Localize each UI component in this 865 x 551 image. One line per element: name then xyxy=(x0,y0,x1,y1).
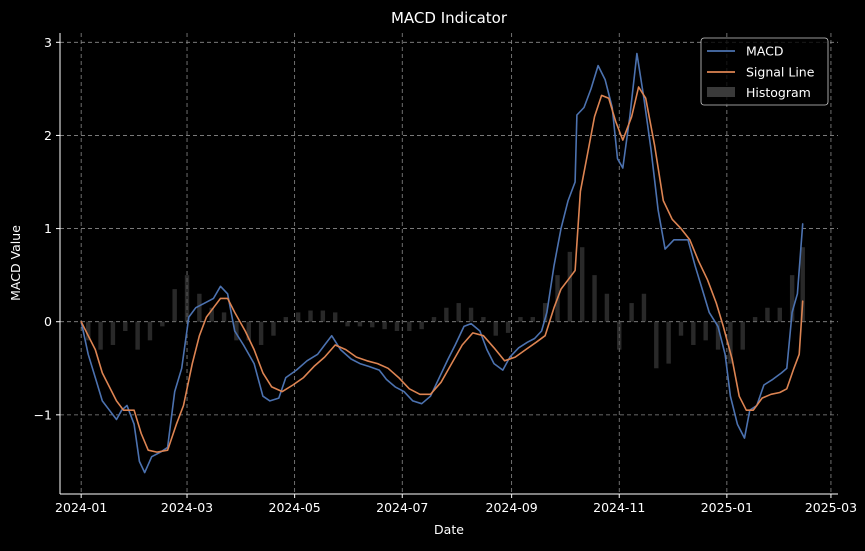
x-tick-label: 2024-03 xyxy=(161,500,213,515)
histogram-bar xyxy=(234,321,239,341)
histogram-bar xyxy=(333,312,338,322)
histogram-bar xyxy=(666,321,671,364)
histogram-bar xyxy=(98,321,103,350)
x-tick-label: 2025-03 xyxy=(805,500,857,515)
histogram-bar xyxy=(407,321,412,332)
y-tick-label: 1 xyxy=(44,221,52,236)
x-tick-label: 2024-11 xyxy=(593,500,645,515)
histogram-bar xyxy=(691,321,696,345)
histogram-bar xyxy=(221,312,227,322)
histogram-bar xyxy=(530,317,535,322)
histogram-bar xyxy=(703,321,708,341)
histogram-bar xyxy=(542,303,548,322)
histogram-bar xyxy=(308,310,313,322)
histogram-bar xyxy=(197,293,202,322)
histogram-bar xyxy=(394,321,400,332)
histogram-bar xyxy=(283,317,289,322)
histogram-bar xyxy=(493,321,498,336)
histogram-bar xyxy=(110,321,116,345)
axes xyxy=(59,33,838,495)
histogram-bar xyxy=(345,321,350,327)
histogram-bar xyxy=(209,307,214,322)
histogram-bar xyxy=(579,247,585,322)
x-tick-label: 2025-01 xyxy=(701,500,753,515)
histogram-bar xyxy=(800,247,805,322)
histogram-bar xyxy=(505,321,511,333)
legend: MACD Signal Line Histogram xyxy=(700,37,829,106)
histogram-bars xyxy=(86,247,805,369)
x-tick-label: 2024-01 xyxy=(55,500,107,515)
x-tick-label: 2024-09 xyxy=(486,500,538,515)
histogram-bar xyxy=(184,275,190,322)
histogram-bar xyxy=(654,321,659,369)
histogram-bar xyxy=(160,321,165,327)
y-tick-label: −1 xyxy=(34,407,52,422)
histogram-bar xyxy=(419,321,424,330)
y-tick-label: 0 xyxy=(44,314,52,329)
histogram-bar xyxy=(320,310,326,322)
histogram-bar xyxy=(752,317,758,322)
histogram-bar xyxy=(765,307,770,322)
histogram-bar xyxy=(777,307,782,322)
histogram-bar xyxy=(518,317,523,322)
legend-histogram-swatch xyxy=(707,87,735,97)
legend-histogram-label: Histogram xyxy=(746,85,811,100)
histogram-bar xyxy=(271,321,276,336)
histogram-bar xyxy=(740,321,745,350)
ticks: −1 0 1 2 3 2024-01 2024-03 2024-05 2024-07 2024-0… xyxy=(34,35,857,515)
legend-signal-label: Signal Line xyxy=(746,65,815,80)
histogram-bar xyxy=(246,321,251,341)
histogram-bar xyxy=(592,275,597,322)
y-tick-label: 2 xyxy=(44,128,52,143)
histogram-bar xyxy=(468,307,474,322)
chart-title: MACD Indicator xyxy=(391,9,508,27)
histogram-bar xyxy=(370,321,375,328)
y-tick-label: 3 xyxy=(44,35,52,50)
histogram-bar xyxy=(295,312,301,322)
histogram-bar xyxy=(431,317,437,322)
histogram-bar xyxy=(456,303,461,322)
histogram-bar xyxy=(135,321,140,350)
histogram-bar xyxy=(629,303,634,322)
series-lines xyxy=(80,52,804,474)
histogram-bar xyxy=(789,275,795,322)
grid xyxy=(60,33,838,494)
histogram-bar xyxy=(641,293,647,322)
histogram-bar xyxy=(357,321,363,327)
histogram-bar xyxy=(258,321,264,345)
histogram-bar xyxy=(382,321,387,330)
histogram-bar xyxy=(147,321,153,341)
histogram-bar xyxy=(86,321,91,341)
legend-macd-label: MACD xyxy=(746,44,783,59)
y-axis-title: MACD Value xyxy=(8,225,23,301)
histogram-bar xyxy=(617,321,622,350)
histogram-bar xyxy=(728,321,733,364)
histogram-bar xyxy=(604,293,610,322)
x-tick-label: 2024-05 xyxy=(269,500,321,515)
x-tick-label: 2024-07 xyxy=(376,500,428,515)
histogram-bar xyxy=(123,321,128,332)
x-axis-title: Date xyxy=(434,522,464,537)
histogram-bar xyxy=(444,307,449,322)
signal-line xyxy=(80,86,804,453)
histogram-bar xyxy=(678,321,684,336)
histogram-bar xyxy=(172,289,177,322)
histogram-bar xyxy=(481,317,486,322)
histogram-bar xyxy=(567,251,573,322)
histogram-bar xyxy=(715,321,721,350)
macd-line xyxy=(80,52,804,474)
